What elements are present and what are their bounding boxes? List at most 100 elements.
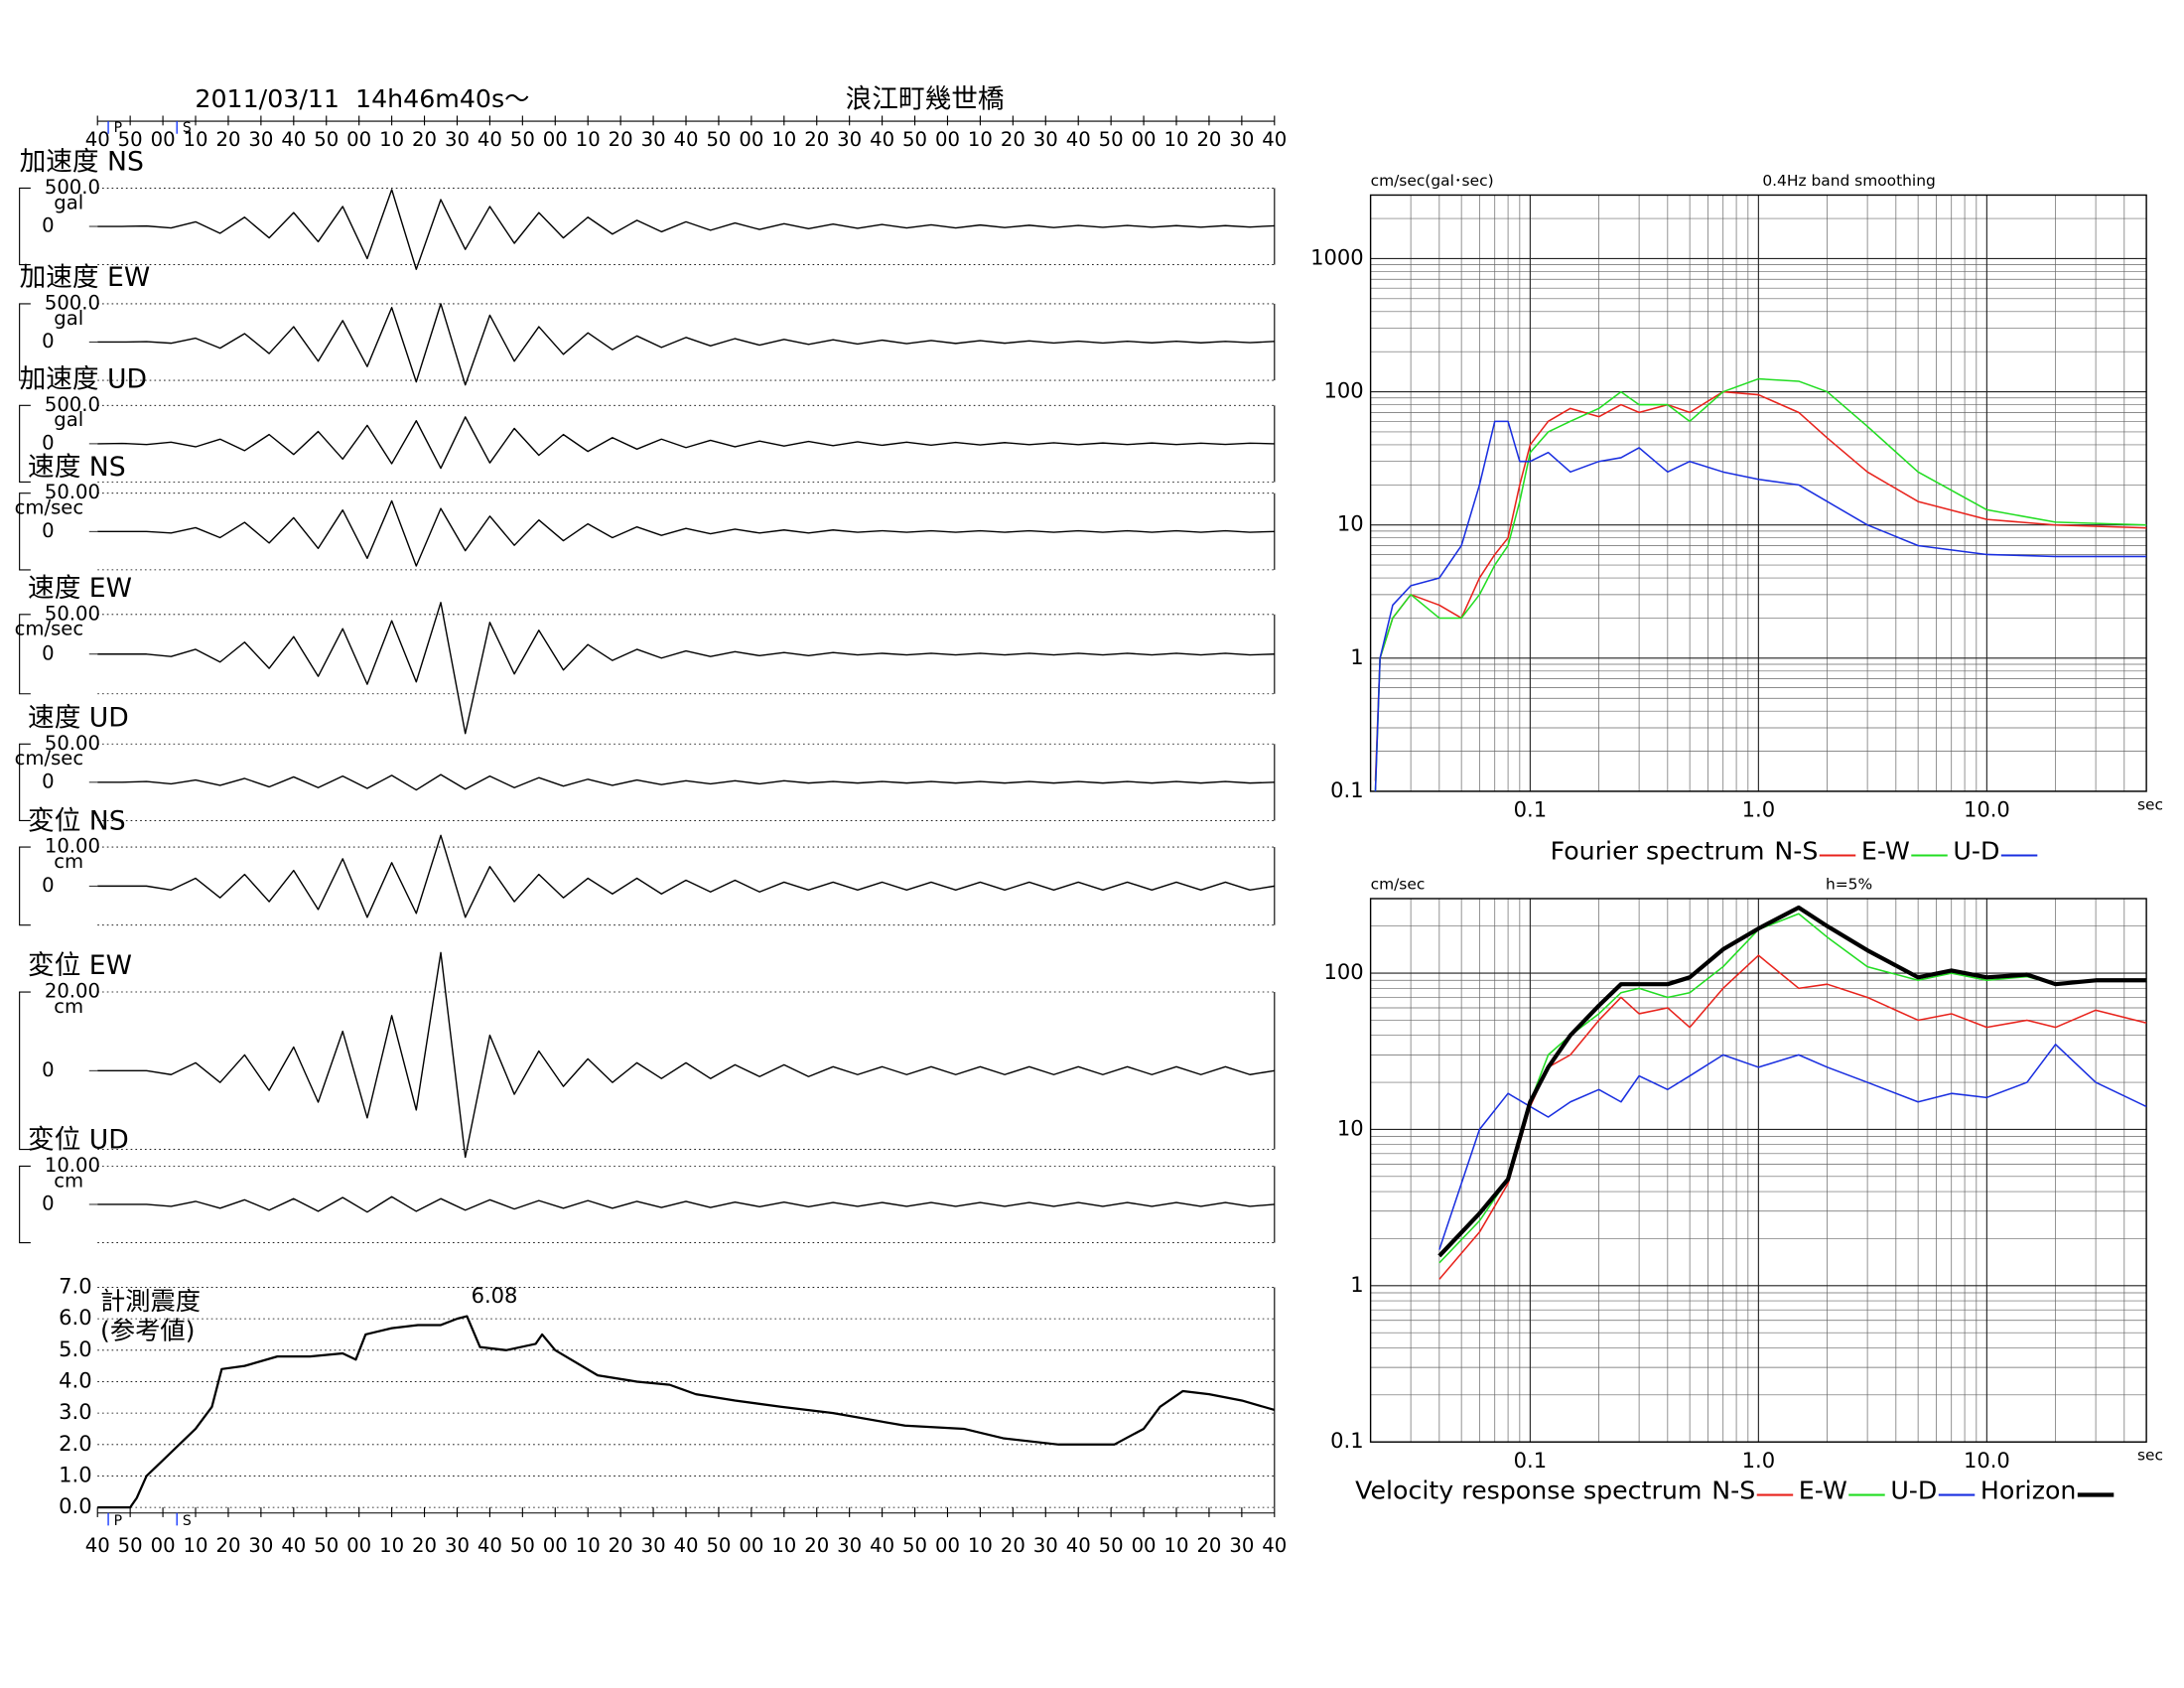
plot-frame — [1369, 194, 2147, 792]
y-tick-label: 1 — [1350, 644, 1363, 669]
trace-bracket — [19, 743, 31, 821]
trace-label: 加速度 NS — [20, 147, 144, 178]
y-tick-label: 0 — [42, 770, 55, 792]
legend-label: E-W — [1861, 837, 1910, 866]
legend-title: Velocity response spectrum — [1355, 1477, 1702, 1505]
waveform-trace — [97, 303, 1275, 386]
x-tick-label: 30 — [1033, 128, 1058, 151]
x-tick-label: 30 — [837, 1534, 862, 1557]
y-tick-label: 50.00 — [45, 602, 100, 625]
x-tick-label: 40 — [281, 1534, 306, 1557]
y-tick-label: 6.0 — [59, 1305, 91, 1330]
x-tick-label: 30 — [641, 128, 666, 151]
x-tick-label: 40 — [1066, 128, 1091, 151]
x-tick-label: 00 — [543, 1534, 568, 1557]
y-tick-label: 4.0 — [59, 1367, 91, 1392]
trace-label: 変位 EW — [28, 950, 132, 981]
y-tick-label: 0 — [42, 330, 55, 352]
x-tick-label: 20 — [1196, 1534, 1221, 1557]
unit-label: cm/sec — [15, 618, 84, 640]
y-tick-label: 10.00 — [45, 835, 100, 858]
x-tick-label: 40 — [85, 1534, 110, 1557]
y-tick-label: 1 — [1350, 1272, 1363, 1297]
legend-label: Horizon — [1980, 1477, 2077, 1505]
waveform-trace — [97, 834, 1275, 918]
y-axis-unit: cm/sec(gal･sec) — [1371, 172, 1494, 190]
legend-label: N-S — [1774, 837, 1818, 866]
x-tick-label: 50 — [706, 1534, 731, 1557]
chart-title: 2011/03/11 14h46m40s～ — [195, 84, 529, 113]
x-tick-label: 00 — [151, 1534, 176, 1557]
x-tick-label: 10 — [771, 1534, 796, 1557]
legend-label: E-W — [1799, 1477, 1847, 1505]
trace-bracket — [19, 187, 31, 266]
y-tick-label: 500.0 — [45, 176, 100, 199]
x-tick-label: 30 — [445, 1534, 470, 1557]
x-tick-label: 00 — [739, 1534, 763, 1557]
y-tick-label: 0 — [42, 431, 55, 454]
y-tick-label: 10.00 — [45, 1154, 100, 1177]
x-tick-label: 30 — [1229, 128, 1254, 151]
intensity-label: 計測震度 — [100, 1287, 201, 1316]
trace-label: 変位 UD — [28, 1125, 129, 1156]
x-tick-label: 20 — [215, 128, 240, 151]
x-tick-label: 20 — [609, 128, 633, 151]
x-tick-label: 30 — [641, 1534, 666, 1557]
x-tick-label: 50 — [510, 128, 535, 151]
x-tick-label: 00 — [346, 1534, 371, 1557]
waveform-trace — [97, 189, 1275, 270]
x-tick-label: 30 — [445, 128, 470, 151]
x-tick-label: 50 — [706, 128, 731, 151]
trace-bracket — [19, 404, 31, 484]
x-tick-label: 20 — [804, 1534, 829, 1557]
intensity-line — [97, 1315, 1276, 1509]
x-tick-label: 00 — [739, 128, 763, 151]
x-tick-label: 0.1 — [1514, 1448, 1547, 1473]
unit-label: gal — [54, 408, 83, 431]
y-tick-label: 2.0 — [59, 1431, 91, 1456]
unit-label: cm/sec — [15, 747, 84, 770]
y-tick-label: 50.00 — [45, 732, 100, 755]
x-tick-label: 50 — [314, 128, 339, 151]
x-tick-label: 10 — [379, 128, 404, 151]
unit-label: cm — [54, 1169, 83, 1192]
x-tick-label: 30 — [1229, 1534, 1254, 1557]
y-tick-label: 0.1 — [1330, 1428, 1363, 1453]
x-axis-unit: sec — [2137, 1447, 2163, 1465]
trace-label: 変位 NS — [28, 805, 126, 836]
unit-label: cm — [54, 850, 83, 873]
x-tick-label: 00 — [935, 1534, 960, 1557]
x-tick-label: 40 — [1262, 128, 1287, 151]
peak-label: 6.08 — [472, 1283, 518, 1308]
x-tick-label: 20 — [609, 1534, 633, 1557]
x-tick-label: 10.0 — [1964, 797, 2010, 822]
spectrum-line — [1438, 913, 2147, 1264]
y-tick-label: 500.0 — [45, 291, 100, 314]
y-tick-label: 10 — [1337, 511, 1364, 536]
x-tick-label: 40 — [478, 1534, 502, 1557]
x-tick-label: 00 — [1132, 1534, 1157, 1557]
y-tick-label: 0 — [42, 874, 55, 897]
y-tick-label: 1.0 — [59, 1462, 91, 1486]
x-tick-label: 10 — [968, 128, 993, 151]
x-tick-label: 00 — [151, 128, 176, 151]
legend-title: Fourier spectrum — [1551, 837, 1765, 866]
phase-label: P — [114, 120, 122, 136]
trace-bracket — [19, 1165, 31, 1244]
x-tick-label: 40 — [1066, 1534, 1091, 1557]
unit-label: gal — [54, 191, 83, 213]
trace-label: 加速度 EW — [20, 262, 151, 293]
x-tick-label: 40 — [870, 128, 894, 151]
y-tick-label: 20.00 — [45, 980, 100, 1003]
x-tick-label: 00 — [543, 128, 568, 151]
x-tick-label: 10.0 — [1964, 1448, 2010, 1473]
waveform-trace — [97, 774, 1275, 791]
x-tick-label: 50 — [1099, 128, 1124, 151]
y-tick-label: 0.0 — [59, 1493, 91, 1518]
trace-bracket — [19, 991, 31, 1151]
legend-label: N-S — [1711, 1477, 1755, 1505]
chart-subtitle: 0.4Hz band smoothing — [1762, 172, 1935, 190]
x-tick-label: 50 — [118, 1534, 143, 1557]
